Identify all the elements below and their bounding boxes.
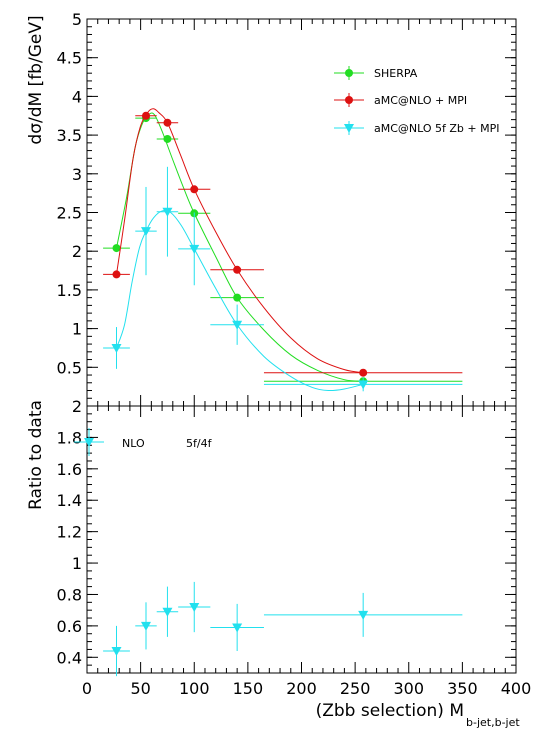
ratio-legend: NLO 5f/4f [74,428,213,456]
x-tick-label: 150 [233,679,264,698]
marker [232,320,243,330]
data-point [156,586,179,637]
x-tick-label: 250 [340,679,371,698]
x-tick-label: 0 [82,679,92,698]
marker [358,610,369,620]
legend-label: aMC@NLO + MPI [374,94,467,107]
legend-extra-label: 5f/4f [186,437,213,450]
ratio-panel: 0.4 0.6 0.8 1 1.2 1.4 1.6 1.8 2 0 50 100 150 200 250 30… [57,397,532,698]
y-tick-label: 5 [72,10,82,29]
series-nlo [103,581,463,677]
plot-frame [86,405,517,674]
marker [232,623,243,633]
marker [112,270,121,279]
marker [163,118,172,127]
data-point [178,581,211,633]
fit-curve [115,108,364,374]
legend: SHERPA aMC@NLO + MPI aMC@NLO 5f Zb + MPI [334,66,500,135]
x-tick-label: 50 [130,679,150,698]
data-point [103,327,130,369]
marker [112,244,121,253]
x-tick-label: 200 [286,679,317,698]
marker [141,111,150,120]
legend-label: aMC@NLO 5f Zb + MPI [374,122,500,135]
marker [344,124,354,133]
marker [233,293,242,302]
bottom-y-axis-label: Ratio to data [26,400,46,510]
y-tick-label: 1.2 [57,523,82,542]
marker [162,207,173,217]
x-axis-label: (Zbb selection) M [316,701,464,721]
y-tick-label: 0.5 [57,358,82,377]
top-y-axis-label: dσ/dM [fb/GeV] [26,15,46,144]
data-point [210,304,264,345]
data-point [178,185,211,194]
marker [345,69,353,77]
data-point [156,166,179,257]
marker [140,621,151,631]
y-tick-label: 4 [72,87,82,106]
marker [162,607,173,617]
y-tick-label: 1 [72,554,82,573]
x-tick-label: 400 [501,679,532,698]
y-tick-label: 2 [72,242,82,261]
data-point [103,244,130,253]
data-point [135,111,157,120]
data-point [135,186,157,276]
data-point [178,212,211,286]
legend-entry: aMC@NLO + MPI [334,93,467,107]
legend-entry: aMC@NLO 5f Zb + MPI [334,121,500,135]
data-point [156,134,179,143]
y-tick-label: 1.4 [57,491,82,510]
x-tick-label: 300 [393,679,424,698]
marker [345,96,353,104]
data-point [210,603,264,652]
x-tick-label: 350 [447,679,478,698]
marker [140,227,151,237]
series-sherpa [103,112,463,386]
y-tick-label: 1 [72,320,82,339]
data-point [103,270,130,279]
marker [233,265,242,274]
y-tick-label: 3 [72,165,82,184]
data-point [263,592,463,637]
data-point [156,118,179,127]
y-tick-label: 2.5 [57,204,82,223]
marker [359,368,368,377]
marker [163,134,172,143]
y-tick-label: 4.5 [57,49,82,68]
series-amc-nlo-mpi [103,108,463,377]
marker [358,380,369,390]
x-axis-label-subscript: b-jet,b-jet [466,716,520,729]
x-tick-label: 100 [179,679,210,698]
legend-label: NLO [122,437,145,450]
series-amc-nlo-5f-zb-mpi [103,166,463,392]
y-tick-label: 1.6 [57,460,82,479]
marker [190,185,199,194]
top-panel: 0.5 1 1.5 2 2.5 3 3.5 4 4.5 5 SHERPA aMC@NLO + MPI a… [57,10,517,407]
data-point [263,377,463,392]
legend-label: SHERPA [374,67,418,80]
y-tick-label: 0.4 [57,648,82,667]
y-tick-label: 0.6 [57,617,82,636]
marker [189,603,200,613]
marker [84,438,94,447]
marker [111,343,122,353]
y-tick-label: 1.5 [57,281,82,300]
legend-entry: SHERPA [334,66,418,80]
y-tick-label: 1.8 [57,428,82,447]
y-tick-label: 0.8 [57,585,82,604]
data-point [210,265,264,274]
data-point [263,368,463,377]
data-point [210,293,264,302]
fit-curve [116,209,364,392]
y-tick-label: 3.5 [57,126,82,145]
marker [111,647,122,657]
data-point [103,625,130,677]
fit-curve [116,112,364,382]
marker [189,244,200,254]
y-tick-label: 2 [72,397,82,416]
data-point [135,602,157,650]
